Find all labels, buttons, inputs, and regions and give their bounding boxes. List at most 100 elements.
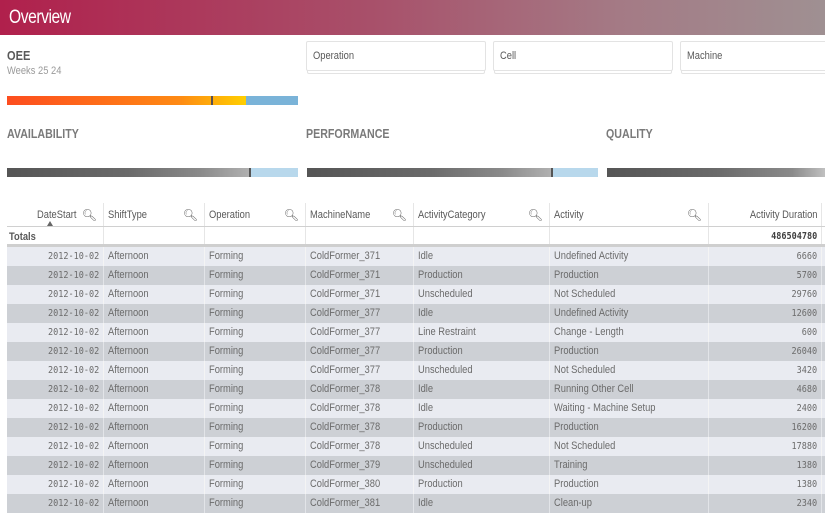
cell-shifttype[interactable]: Afternoon [104, 437, 205, 456]
quality-gauge-bar[interactable] [607, 168, 825, 177]
cell-datestart[interactable]: 2012-10-02 [7, 456, 104, 475]
cell-machinename[interactable]: ColdFormer_379 [306, 456, 414, 475]
cell-activitycategory[interactable]: Unscheduled [414, 361, 550, 380]
column-header-activity[interactable]: Activity 🔍︎ [550, 203, 709, 226]
cell-activity[interactable]: Production [550, 342, 709, 361]
cell-datestart[interactable]: 2012-10-02 [7, 437, 104, 456]
cell-shifttype[interactable]: Afternoon [104, 418, 205, 437]
cell-activitycategory[interactable]: Idle [414, 380, 550, 399]
cell-datestart[interactable]: 2012-10-02 [7, 285, 104, 304]
cell-datestart[interactable]: 2012-10-02 [7, 380, 104, 399]
cell-datestart[interactable]: 2012-10-02 [7, 399, 104, 418]
cell-datestart[interactable]: 2012-10-02 [7, 361, 104, 380]
cell-machinename[interactable]: ColdFormer_378 [306, 399, 414, 418]
cell-operation[interactable]: Forming [205, 380, 306, 399]
cell-activitycategory[interactable]: Production [414, 266, 550, 285]
cell-operation[interactable]: Forming [205, 304, 306, 323]
cell-operation[interactable]: Forming [205, 266, 306, 285]
cell-shifttype[interactable]: Afternoon [104, 323, 205, 342]
search-icon[interactable]: 🔍︎ [391, 208, 407, 222]
cell-activity-duration[interactable]: 16200 [709, 418, 822, 437]
search-icon[interactable]: 🔍︎ [182, 208, 198, 222]
cell-machinename[interactable]: ColdFormer_378 [306, 437, 414, 456]
cell-shifttype[interactable]: Afternoon [104, 456, 205, 475]
cell-activitycategory[interactable]: Idle [414, 304, 550, 323]
cell-activity[interactable]: Production [550, 475, 709, 494]
cell-activity[interactable]: Not Scheduled [550, 437, 709, 456]
cell-operation[interactable]: Forming [205, 361, 306, 380]
cell-activity-duration[interactable]: 2400 [709, 399, 822, 418]
table-row[interactable]: 2012-10-02 Afternoon Forming ColdFormer_377… [7, 342, 825, 361]
cell-activitycategory[interactable]: Unscheduled [414, 285, 550, 304]
cell-activity-duration[interactable]: 29760 [709, 285, 822, 304]
cell-activitycategory[interactable]: Unscheduled [414, 456, 550, 475]
cell-datestart[interactable]: 2012-10-02 [7, 494, 104, 513]
table-row[interactable]: 2012-10-02 Afternoon Forming ColdFormer_379… [7, 456, 825, 475]
cell-shifttype[interactable]: Afternoon [104, 380, 205, 399]
filter-machine[interactable]: Machine [680, 41, 825, 74]
cell-activity-duration[interactable]: 12600 [709, 304, 822, 323]
cell-shifttype[interactable]: Afternoon [104, 475, 205, 494]
cell-shifttype[interactable]: Afternoon [104, 494, 205, 513]
table-row[interactable]: 2012-10-02 Afternoon Forming ColdFormer_371… [7, 266, 825, 285]
cell-activitycategory[interactable]: Production [414, 418, 550, 437]
cell-datestart[interactable]: 2012-10-02 [7, 418, 104, 437]
table-row[interactable]: 2012-10-02 Afternoon Forming ColdFormer_381… [7, 494, 825, 513]
cell-activitycategory[interactable]: Idle [414, 247, 550, 266]
cell-activitycategory[interactable]: Production [414, 475, 550, 494]
cell-machinename[interactable]: ColdFormer_377 [306, 342, 414, 361]
table-row[interactable]: 2012-10-02 Afternoon Forming ColdFormer_378… [7, 399, 825, 418]
cell-activity[interactable]: Running Other Cell [550, 380, 709, 399]
table-row[interactable]: 2012-10-02 Afternoon Forming ColdFormer_377… [7, 304, 825, 323]
cell-shifttype[interactable]: Afternoon [104, 361, 205, 380]
cell-activitycategory[interactable]: Production [414, 342, 550, 361]
cell-activity-duration[interactable]: 6660 [709, 247, 822, 266]
cell-shifttype[interactable]: Afternoon [104, 247, 205, 266]
cell-datestart[interactable]: 2012-10-02 [7, 266, 104, 285]
cell-activity[interactable]: Undefined Activity [550, 304, 709, 323]
cell-machinename[interactable]: ColdFormer_377 [306, 323, 414, 342]
cell-shifttype[interactable]: Afternoon [104, 285, 205, 304]
table-row[interactable]: 2012-10-02 Afternoon Forming ColdFormer_377… [7, 323, 825, 342]
cell-operation[interactable]: Forming [205, 342, 306, 361]
column-header-datestart[interactable]: DateStart 🔍︎ [7, 203, 104, 226]
cell-datestart[interactable]: 2012-10-02 [7, 304, 104, 323]
cell-activity[interactable]: Waiting - Machine Setup [550, 399, 709, 418]
filter-operation[interactable]: Operation [306, 41, 486, 74]
cell-activity-duration[interactable]: 1380 [709, 475, 822, 494]
cell-machinename[interactable]: ColdFormer_371 [306, 285, 414, 304]
cell-datestart[interactable]: 2012-10-02 [7, 342, 104, 361]
cell-activity[interactable]: Undefined Activity [550, 247, 709, 266]
filter-cell[interactable]: Cell [493, 41, 673, 74]
cell-activity[interactable]: Clean-up [550, 494, 709, 513]
cell-activity[interactable]: Not Scheduled [550, 361, 709, 380]
cell-machinename[interactable]: ColdFormer_377 [306, 361, 414, 380]
table-row[interactable]: 2012-10-02 Afternoon Forming ColdFormer_380… [7, 475, 825, 494]
search-icon[interactable]: 🔍︎ [527, 208, 543, 222]
cell-activitycategory[interactable]: Idle [414, 399, 550, 418]
cell-activity[interactable]: Change - Length [550, 323, 709, 342]
cell-operation[interactable]: Forming [205, 247, 306, 266]
cell-machinename[interactable]: ColdFormer_378 [306, 380, 414, 399]
cell-machinename[interactable]: ColdFormer_371 [306, 247, 414, 266]
cell-machinename[interactable]: ColdFormer_377 [306, 304, 414, 323]
column-header-shifttype[interactable]: ShiftType 🔍︎ [104, 203, 205, 226]
cell-activity[interactable]: Production [550, 266, 709, 285]
cell-activity-duration[interactable]: 600 [709, 323, 822, 342]
cell-datestart[interactable]: 2012-10-02 [7, 323, 104, 342]
oee-kpi[interactable]: OEE Weeks 25 24 [7, 48, 71, 77]
cell-operation[interactable]: Forming [205, 494, 306, 513]
cell-shifttype[interactable]: Afternoon [104, 342, 205, 361]
cell-operation[interactable]: Forming [205, 399, 306, 418]
cell-activitycategory[interactable]: Line Restraint [414, 323, 550, 342]
cell-activity-duration[interactable]: 5700 [709, 266, 822, 285]
cell-activitycategory[interactable]: Idle [414, 494, 550, 513]
cell-activity-duration[interactable]: 3420 [709, 361, 822, 380]
table-row[interactable]: 2012-10-02 Afternoon Forming ColdFormer_371… [7, 247, 825, 266]
cell-datestart[interactable]: 2012-10-02 [7, 247, 104, 266]
cell-activity-duration[interactable]: 26040 [709, 342, 822, 361]
cell-machinename[interactable]: ColdFormer_380 [306, 475, 414, 494]
cell-operation[interactable]: Forming [205, 285, 306, 304]
table-row[interactable]: 2012-10-02 Afternoon Forming ColdFormer_371… [7, 285, 825, 304]
cell-activitycategory[interactable]: Unscheduled [414, 437, 550, 456]
